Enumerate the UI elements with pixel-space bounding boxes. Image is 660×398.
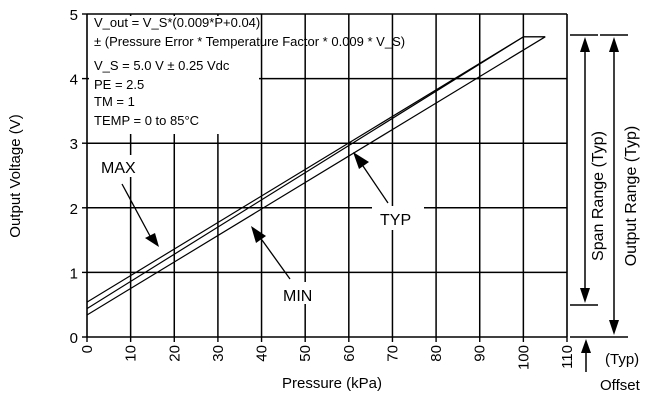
- tm-note: TM = 1: [94, 94, 135, 109]
- y-tick-label-0: 0: [70, 330, 78, 347]
- y-tick-label-5: 5: [70, 7, 78, 24]
- output-range-arrowhead-bottom: [609, 320, 619, 335]
- x-tick-label-10: 10: [123, 345, 140, 362]
- x-tick-label-80: 80: [428, 345, 445, 362]
- typ-arrow-line: [362, 165, 389, 204]
- max-arrowhead: [145, 233, 159, 247]
- temp-note: TEMP = 0 to 85°C: [94, 113, 199, 128]
- note-block-background: [89, 16, 259, 134]
- series-group: [86, 36, 546, 316]
- x-tick-label-100: 100: [515, 345, 532, 370]
- x-tick-label-70: 70: [384, 345, 401, 362]
- y-tick-label-3: 3: [70, 136, 78, 153]
- max-label: MAX: [101, 160, 136, 177]
- span-label-bg: [587, 110, 609, 280]
- formula-note: V_out = V_S*(0.009*P+0.04): [94, 15, 260, 30]
- span-range-arrowhead-bottom: [580, 288, 590, 303]
- y-tick-label-1: 1: [70, 265, 78, 282]
- span-range-arrowhead-top: [580, 37, 590, 52]
- x-axis-title: Pressure (kPa): [282, 375, 382, 392]
- x-tick-label-0: 0: [79, 345, 96, 353]
- output-range-label: Output Range (Typ): [623, 126, 640, 267]
- offset-label: Offset: [600, 377, 641, 394]
- x-tick-label-30: 30: [210, 345, 227, 362]
- error-note: ± (Pressure Error * Temperature Factor *…: [94, 34, 405, 49]
- y-axis-title: Output Voltage (V): [7, 114, 24, 237]
- offset-typ-label: (Typ): [605, 351, 639, 368]
- typ-label: TYP: [380, 212, 411, 229]
- x-tick-label-50: 50: [297, 345, 314, 362]
- offset-arrowhead: [581, 339, 591, 353]
- x-tick-label-40: 40: [254, 345, 271, 362]
- output-label-bg: [621, 100, 643, 290]
- min-label: MIN: [283, 288, 312, 305]
- pe-note: PE = 2.5: [94, 77, 144, 92]
- grid: [82, 13, 568, 342]
- tick-labels: 0 10 20 30 40 50 60 70 80 90 100 110 0 1 2 3 4 5: [70, 7, 576, 370]
- x-tick-label-110: 110: [559, 345, 576, 369]
- typ-label-bg: [372, 206, 424, 230]
- x-tick-label-90: 90: [472, 345, 489, 362]
- y-tick-label-4: 4: [70, 72, 78, 89]
- max-label-bg: [96, 155, 142, 177]
- x-tick-label-60: 60: [341, 345, 358, 362]
- supply-note: V_S = 5.0 V ± 0.25 Vdc: [94, 58, 230, 73]
- max-arrow-line: [121, 183, 151, 237]
- series-line-min: [86, 36, 546, 316]
- series-line-typ: [86, 36, 546, 310]
- typ-arrowhead: [353, 152, 369, 169]
- min-label-bg: [276, 282, 326, 304]
- min-arrowhead: [251, 226, 266, 243]
- min-arrow-line: [261, 239, 291, 280]
- output-range-arrowhead-top: [609, 37, 619, 52]
- span-range-label: Span Range (Typ): [590, 131, 607, 261]
- y-tick-label-2: 2: [70, 201, 78, 218]
- x-tick-label-20: 20: [166, 345, 183, 362]
